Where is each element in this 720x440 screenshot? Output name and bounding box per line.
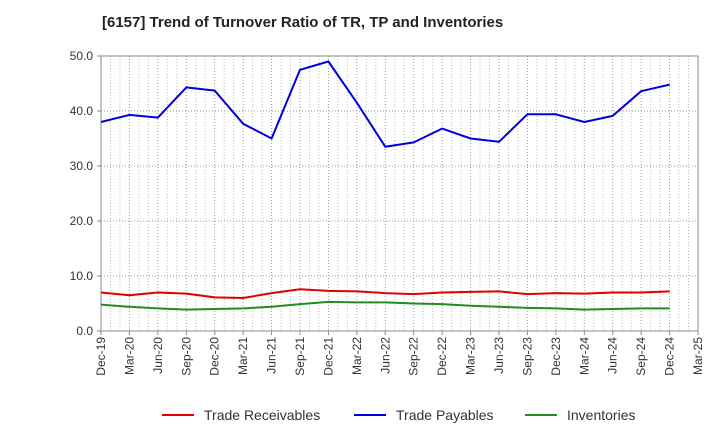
plot-frame [100,55,699,332]
legend-swatch [525,414,557,416]
y-tick-label: 0.0 [76,324,93,338]
legend-label: Trade Receivables [204,407,321,423]
x-tick-label: Dec-19 [94,337,108,376]
x-tick-label: Mar-23 [464,337,478,375]
x-tick-label: Sep-23 [520,337,534,376]
x-tick-label: Dec-20 [208,337,222,376]
x-tick-label: Dec-24 [663,337,677,376]
y-tick-label: 20.0 [70,214,94,228]
x-tick-label: Jun-23 [492,337,506,374]
x-tick-label: Jun-21 [265,337,279,374]
x-tick-label: Mar-20 [122,337,136,375]
x-tick-label: Jun-24 [606,337,620,374]
y-tick-label: 30.0 [70,159,94,173]
x-tick-label: Mar-21 [236,337,250,375]
y-axis-ticks: 0.0 10.0 20.0 30.0 40.0 50.0 [70,49,101,338]
y-tick-label: 10.0 [70,269,94,283]
y-tick-label: 40.0 [70,104,94,118]
x-tick-label: Dec-22 [435,337,449,376]
x-tick-label: Mar-25 [691,337,705,375]
x-axis-ticks: Dec-19 Mar-20 Jun-20 Sep-20 Dec-20 Mar-21 Jun-… [94,331,705,376]
y-tick-label: 50.0 [70,49,94,63]
x-tick-label: Sep-24 [634,337,648,376]
legend: Trade Receivables Trade Payables Invento… [0,404,720,426]
x-tick-label: Dec-23 [549,337,563,376]
x-tick-label: Sep-21 [293,337,307,376]
legend-swatch [162,414,194,416]
x-tick-label: Dec-21 [321,337,335,376]
x-tick-label: Sep-22 [407,337,421,376]
x-tick-label: Mar-24 [577,337,591,375]
x-tick-label: Jun-22 [378,337,392,374]
legend-item-trade-payables: Trade Payables [354,404,494,426]
series-line-trade-payables [100,60,670,148]
legend-label: Trade Payables [396,407,494,423]
legend-label: Inventories [567,407,636,423]
grid [101,56,698,331]
x-tick-label: Jun-20 [151,337,165,374]
series-line-trade-receivables [100,288,670,299]
legend-item-inventories: Inventories [525,404,635,426]
series [100,60,670,311]
x-tick-label: Sep-20 [179,337,193,376]
series-line-inventories [100,300,670,311]
x-tick-label: Mar-22 [350,337,364,375]
legend-item-trade-receivables: Trade Receivables [162,404,320,426]
legend-swatch [354,414,386,416]
chart-title: [6157] Trend of Turnover Ratio of TR, TP… [102,14,504,31]
